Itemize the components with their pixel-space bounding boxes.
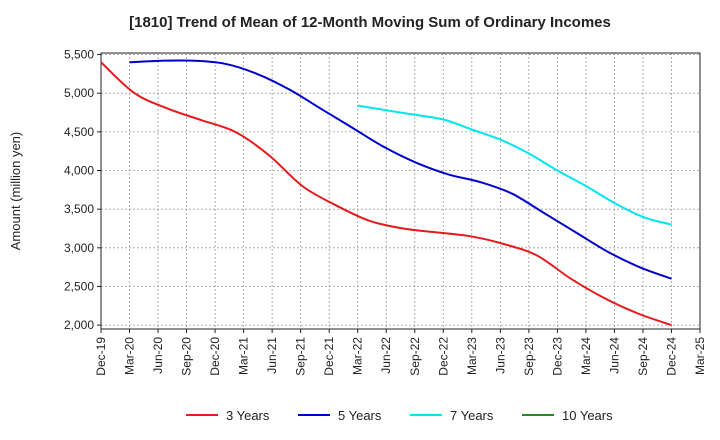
x-tick-label: Jun-21 (265, 337, 279, 374)
x-tick-label: Mar-23 (465, 337, 479, 375)
x-tick-label: Dec-22 (436, 337, 450, 376)
x-tick-label: Jun-24 (607, 337, 621, 374)
x-tick-label: Mar-25 (693, 337, 707, 375)
y-tick-label: 2,500 (64, 279, 94, 293)
y-tick-label: 2,000 (64, 318, 94, 332)
chart-title: [1810] Trend of Mean of 12-Month Moving … (129, 14, 611, 31)
y-tick-label: 3,000 (64, 241, 94, 255)
x-tick-label: Mar-22 (351, 337, 365, 375)
x-tick-label: Dec-19 (94, 337, 108, 376)
x-tick-label: Mar-24 (579, 337, 593, 375)
legend: 3 Years 5 Years 7 Years 10 Years (186, 408, 613, 423)
y-tick-label: 5,000 (64, 86, 94, 100)
grid (101, 53, 700, 329)
plot-frame (100, 52, 701, 330)
x-tick-label: Jun-23 (493, 337, 507, 374)
y-tick-label: 3,500 (64, 202, 94, 216)
x-tick-label: Mar-21 (237, 337, 251, 375)
x-tick-label: Dec-24 (664, 337, 678, 376)
x-tick-label: Sep-22 (408, 337, 422, 376)
x-tick-label: Sep-20 (180, 337, 194, 376)
x-tick-label: Sep-23 (522, 337, 536, 376)
x-tick-label: Dec-20 (208, 337, 222, 376)
series-line-3 (357, 104, 672, 226)
legend-label: 10 Years (562, 408, 613, 423)
legend-label: 7 Years (450, 408, 494, 423)
x-tick-label: Sep-24 (636, 337, 650, 376)
x-axis-ticks: Dec-19 Mar-20 Jun-20 Sep-20 Dec-20 Mar-21 Jun-… (94, 329, 707, 376)
legend-label: 3 Years (226, 408, 270, 423)
y-tick-label: 5,500 (64, 48, 94, 62)
x-tick-label: Dec-23 (550, 337, 564, 376)
series-line-1 (100, 61, 672, 327)
y-tick-label: 4,000 (64, 164, 94, 178)
x-tick-label: Mar-20 (123, 337, 137, 375)
series-line-2 (129, 59, 672, 280)
x-tick-label: Jun-22 (379, 337, 393, 374)
x-tick-label: Dec-21 (322, 337, 336, 376)
y-tick-label: 4,500 (64, 125, 94, 139)
y-axis-label: Amount (million yen) (8, 132, 23, 251)
y-axis-ticks: 2,000 2,500 3,000 3,500 4,000 4,500 5,000 5,500 (64, 48, 101, 332)
x-tick-label: Jun-20 (151, 337, 165, 374)
legend-label: 5 Years (338, 408, 382, 423)
series-lines (100, 59, 672, 327)
x-tick-label: Sep-21 (294, 337, 308, 376)
